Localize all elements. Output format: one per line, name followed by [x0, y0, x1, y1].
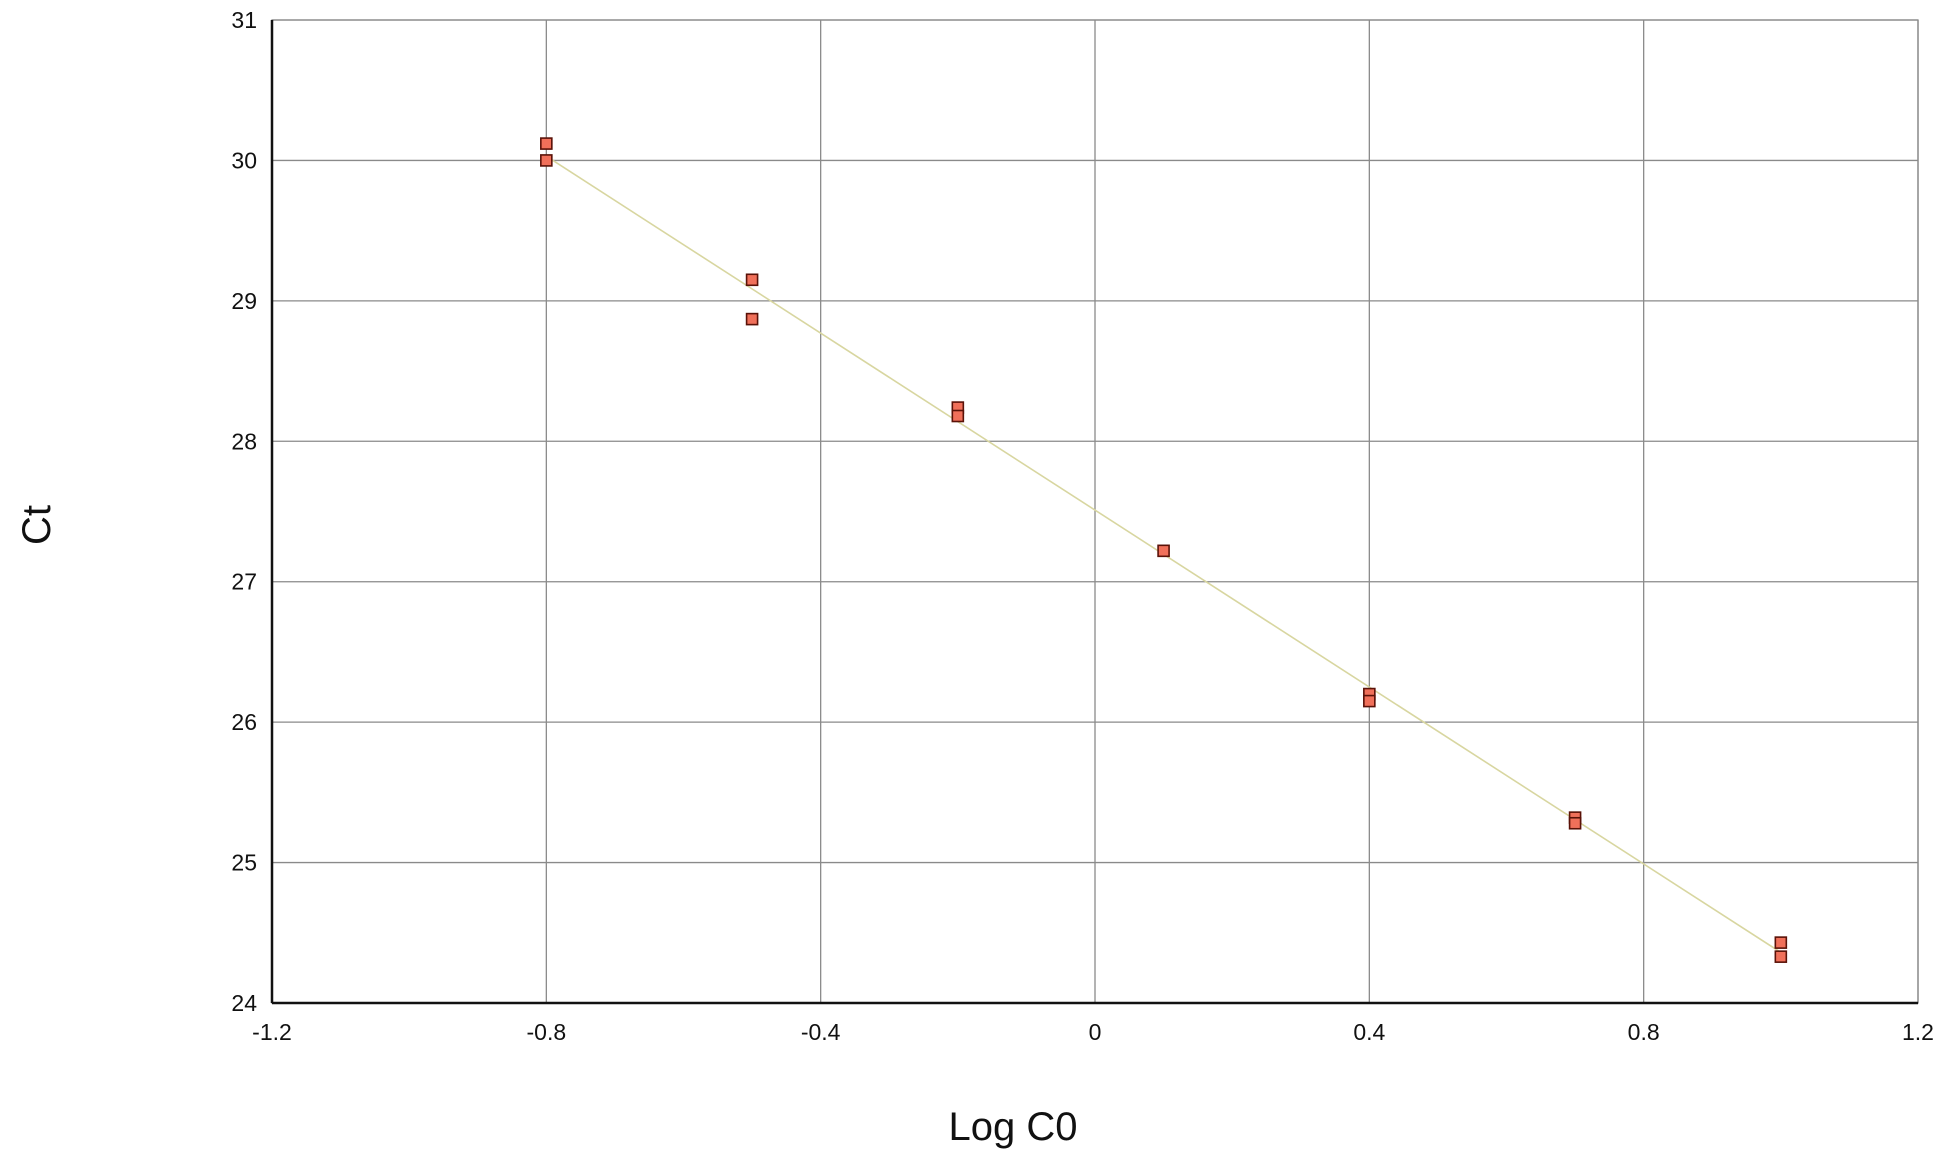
- grid: [271, 19, 1919, 1004]
- data-point: [1157, 544, 1170, 558]
- y-axis-ticks: 24 25 26 27 28 29 30 31: [231, 7, 257, 1016]
- x-tick-label: -0.4: [801, 1019, 841, 1045]
- data-point: [540, 137, 553, 150]
- x-tick-label: 0: [1089, 1019, 1102, 1045]
- y-tick-label: 29: [231, 288, 257, 314]
- data-point: [1774, 936, 1788, 949]
- x-tick-label: 0.8: [1628, 1019, 1660, 1045]
- data-point: [745, 273, 759, 287]
- x-tick-label: -0.8: [527, 1019, 567, 1045]
- data-point: [745, 312, 759, 326]
- data-point: [951, 409, 965, 423]
- data-point: [1774, 950, 1788, 963]
- x-axis-title: Log C0: [949, 1105, 1078, 1149]
- x-tick-label: 0.4: [1353, 1019, 1385, 1045]
- x-tick-label: -1.2: [252, 1019, 292, 1045]
- data-point: [1363, 694, 1376, 708]
- data-point: [540, 154, 553, 167]
- y-tick-label: 28: [231, 428, 257, 454]
- y-tick-label: 26: [231, 709, 257, 735]
- y-tick-label: 24: [231, 990, 257, 1016]
- data-point: [1568, 816, 1582, 830]
- data-points: [540, 137, 1788, 963]
- y-axis-title: Ct: [15, 505, 59, 545]
- y-tick-label: 27: [231, 569, 257, 595]
- y-tick-label: 31: [231, 7, 257, 33]
- y-tick-label: 30: [231, 147, 257, 173]
- y-tick-label: 25: [231, 850, 257, 876]
- x-axis-ticks: -1.2 -0.8 -0.4 0 0.4 0.8 1.2: [252, 1019, 1934, 1045]
- x-tick-label: 1.2: [1902, 1019, 1934, 1045]
